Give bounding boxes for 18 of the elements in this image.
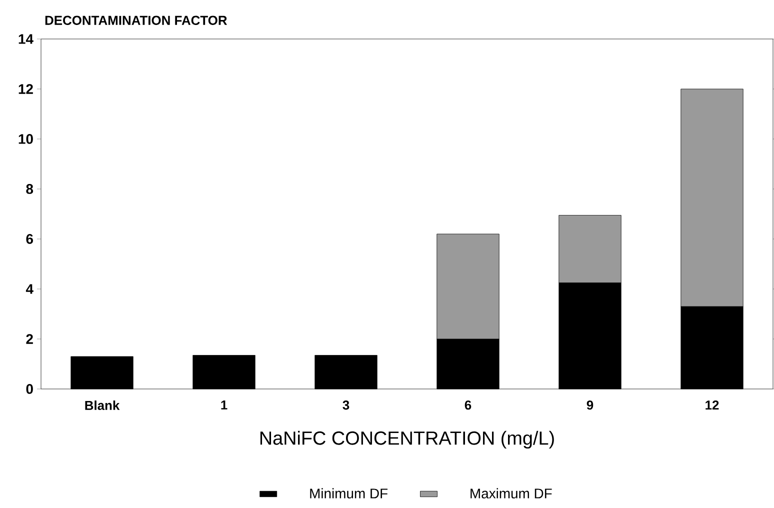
x-tick-label: 1 xyxy=(221,400,228,410)
y-tick-label: 2 xyxy=(26,334,33,344)
y-tick-label: 8 xyxy=(26,184,34,194)
y-tick-label: 4 xyxy=(26,284,34,294)
x-tick-label: 3 xyxy=(342,400,350,410)
y-tick-label: 14 xyxy=(18,34,34,44)
x-tick-label: Blank xyxy=(85,400,120,410)
x-tick-label: 9 xyxy=(586,400,594,410)
x-axis-title: NaNiFC CONCENTRATION (mg/L) xyxy=(260,430,554,449)
y-tick-label: 12 xyxy=(18,84,33,94)
legend-label: Minimum DF xyxy=(310,488,388,498)
x-tick-label: 6 xyxy=(464,400,472,410)
y-axis-title: DECONTAMINATION FACTOR xyxy=(45,16,228,25)
y-tick-label: 6 xyxy=(26,234,33,244)
legend-label: Maximum DF xyxy=(470,488,552,498)
y-tick-label: 10 xyxy=(18,134,33,144)
y-tick-label: 0 xyxy=(26,384,33,394)
x-tick-label: 12 xyxy=(706,400,719,410)
